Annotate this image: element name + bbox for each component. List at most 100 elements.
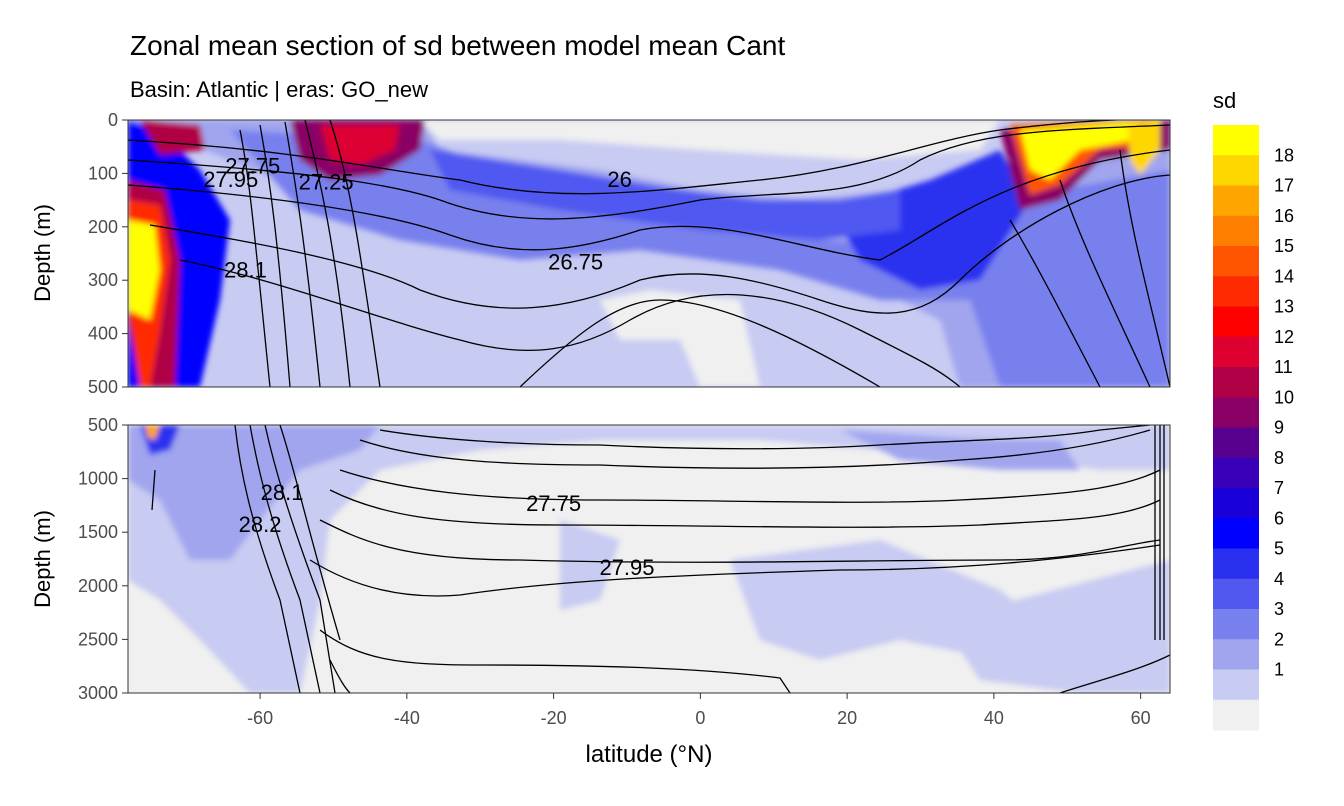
legend-swatch <box>1213 548 1259 580</box>
sd-region-mid <box>840 430 1080 470</box>
y-tick-label: 400 <box>88 324 118 344</box>
legend-swatch <box>1213 336 1259 368</box>
legend-swatch <box>1213 578 1259 610</box>
isopycnal-line <box>1009 219 1101 387</box>
y-tick-label: 1500 <box>78 522 118 542</box>
sd-region-peak <box>1020 122 1140 180</box>
y-axis-ticks-upper: 0 100 200 300 400 500 <box>88 110 128 397</box>
x-tick-label: -60 <box>247 708 273 728</box>
y-tick-label: 3000 <box>78 683 118 703</box>
isopycnal-line <box>149 174 1170 314</box>
legend-label: 5 <box>1274 539 1284 559</box>
legend-swatch <box>1213 306 1259 338</box>
contour-label: 28.1 <box>261 480 304 505</box>
legend-swatch <box>1213 427 1259 459</box>
sd-region-high <box>430 150 900 240</box>
legend-swatch <box>1213 246 1259 277</box>
contour-label: 28.2 <box>239 512 282 537</box>
isopycnal-line <box>1119 149 1170 387</box>
density-contours-deep <box>151 425 1170 693</box>
x-tick-label: 40 <box>984 708 1004 728</box>
isopycnal-line <box>239 129 271 387</box>
sd-region-peak <box>1128 120 1160 175</box>
sd-region-mid <box>230 130 1170 387</box>
sd-region-peak <box>145 425 160 440</box>
legend-swatch <box>1213 397 1259 428</box>
axis-label-x: latitude (°N) <box>586 741 713 768</box>
y-tick-label: 200 <box>88 217 118 237</box>
isopycnal-line <box>329 659 351 693</box>
isopycnal-line <box>319 629 791 693</box>
legend-label: 8 <box>1274 448 1284 468</box>
legend-swatch <box>1213 367 1259 398</box>
isopycnal-line <box>304 120 351 387</box>
legend-label: 4 <box>1274 569 1284 589</box>
isopycnal-line <box>329 120 381 387</box>
y-tick-label: 2000 <box>78 576 118 596</box>
legend-label: 13 <box>1274 297 1294 317</box>
sd-region-high <box>830 150 1030 290</box>
legend-label: 9 <box>1274 418 1284 438</box>
chart-subtitle: Basin: Atlantic | eras: GO_new <box>130 77 428 102</box>
legend-label: 7 <box>1274 478 1284 498</box>
legend-swatch <box>1213 669 1259 701</box>
legend-swatch <box>1213 155 1259 186</box>
legend-swatch <box>1213 457 1259 489</box>
panel-frame <box>127 119 1171 388</box>
isopycnal-line <box>259 124 291 387</box>
contour-label: 27.75 <box>225 153 280 178</box>
contour-label: 27.95 <box>599 555 654 580</box>
isopycnal-line <box>339 469 1161 503</box>
isopycnal-line <box>359 429 1151 469</box>
isopycnal-line <box>234 425 301 693</box>
isopycnal-line <box>128 149 1170 261</box>
isopycnal-line <box>329 489 1161 528</box>
legend-label: 1 <box>1274 660 1284 680</box>
x-axis-ticks: -60 -40 -20 0 20 40 60 <box>247 693 1151 728</box>
y-tick-label: 100 <box>88 163 118 183</box>
legend-label: 11 <box>1274 357 1293 377</box>
axis-label-y-upper: Depth (m) <box>30 204 55 302</box>
x-tick-label: 20 <box>837 708 857 728</box>
contour-label: 27.95 <box>203 167 258 192</box>
axis-label-y-deep: Depth (m) <box>30 510 55 608</box>
legend-label: 17 <box>1274 176 1294 196</box>
legend-swatch <box>1213 639 1259 670</box>
legend-label: 14 <box>1274 266 1294 286</box>
legend-label: 16 <box>1274 206 1294 226</box>
sd-region-low <box>560 520 620 610</box>
legend-labels: 18 17 16 15 14 13 12 11 10 9 8 7 6 5 4 3 2 1 <box>1274 145 1294 679</box>
contour-label: 26 <box>607 167 631 192</box>
legend-swatch <box>1213 215 1259 247</box>
legend-label: 2 <box>1274 629 1284 649</box>
x-tick-label: -20 <box>541 708 567 728</box>
legend-label: 10 <box>1274 387 1294 407</box>
sd-region-peak <box>128 220 160 320</box>
isopycnal-line <box>379 425 1151 450</box>
isopycnal-line <box>279 425 341 641</box>
isopycnal-line <box>128 124 1170 220</box>
legend-label: 3 <box>1274 599 1284 619</box>
y-tick-label: 500 <box>88 377 118 397</box>
contour-label: 27.75 <box>526 491 581 516</box>
isopycnal-line <box>179 259 961 387</box>
isopycnal-line <box>284 121 321 387</box>
legend-label: 18 <box>1274 145 1294 165</box>
x-tick-label: 60 <box>1131 708 1151 728</box>
x-tick-label: 0 <box>695 708 705 728</box>
isopycnal-line <box>1059 654 1170 693</box>
y-tick-label: 2500 <box>78 629 118 649</box>
legend-label: 12 <box>1274 327 1294 347</box>
legend-swatch <box>1213 518 1259 549</box>
y-tick-label: 1000 <box>78 469 118 489</box>
legend-label: 15 <box>1274 236 1294 256</box>
sd-region-mid <box>128 425 380 560</box>
isopycnal-line <box>128 120 1170 195</box>
contour-labels-deep: 27.75 27.95 28.1 28.2 <box>239 480 655 580</box>
legend-swatches <box>1213 125 1259 731</box>
y-tick-label: 500 <box>88 415 118 435</box>
